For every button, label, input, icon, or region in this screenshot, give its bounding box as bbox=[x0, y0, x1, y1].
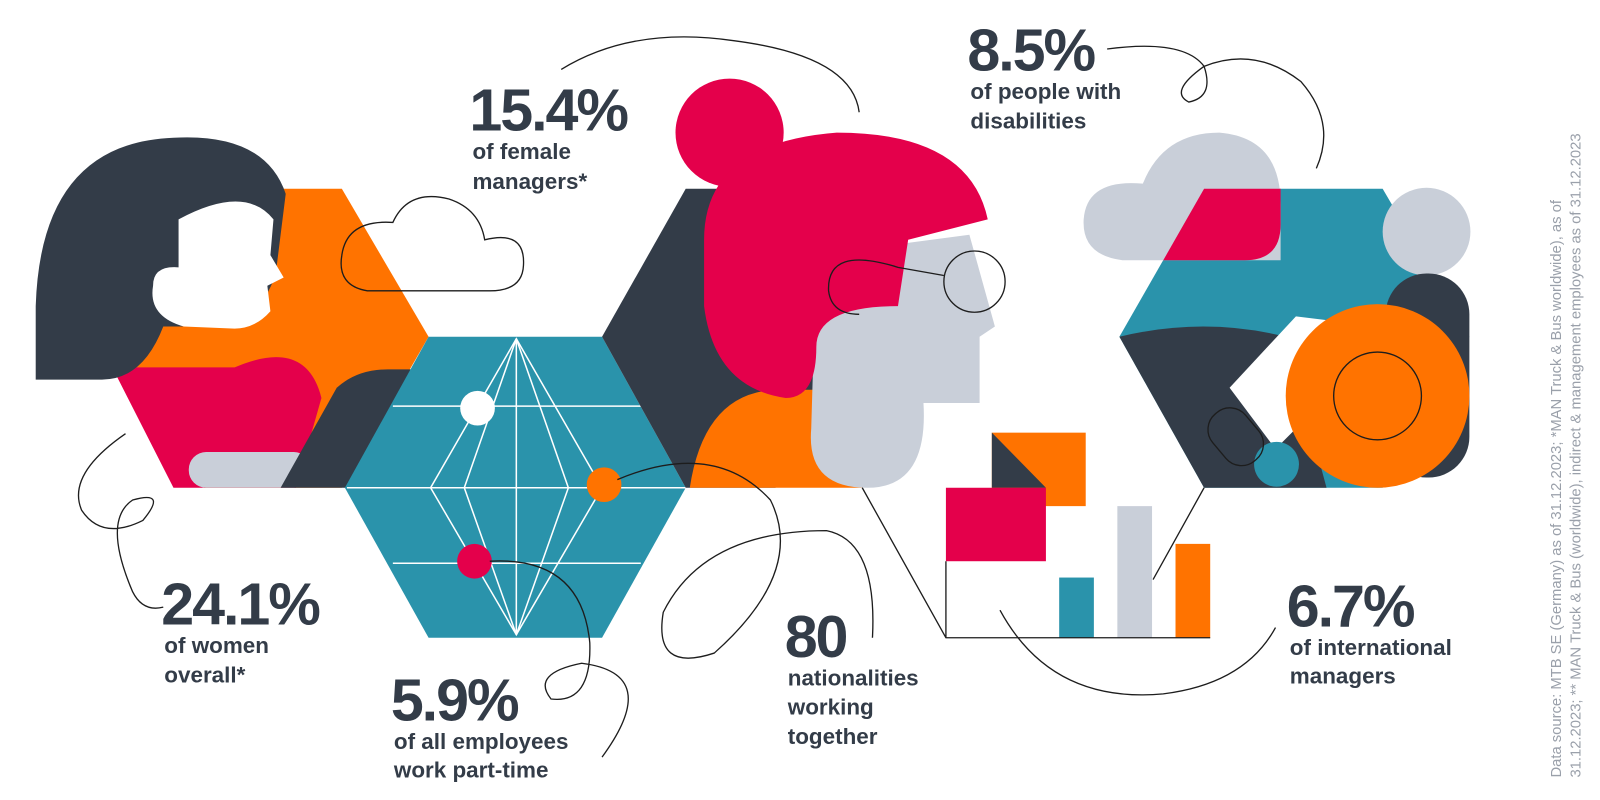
stat-label: of international bbox=[1290, 635, 1452, 660]
shoulder bbox=[188, 452, 312, 488]
dot bbox=[586, 467, 622, 503]
stat-figure: 5.9% bbox=[391, 666, 519, 733]
bar-shape bbox=[1175, 543, 1211, 638]
stat-label: together bbox=[788, 724, 878, 749]
cloud bbox=[340, 195, 525, 292]
curve bbox=[1107, 45, 1325, 169]
stat-figure: 6.7% bbox=[1287, 573, 1415, 640]
stat-label: of female bbox=[472, 139, 571, 164]
curve bbox=[489, 560, 629, 758]
flag bbox=[991, 432, 1046, 488]
dot bbox=[460, 390, 495, 426]
glasses bbox=[943, 250, 1006, 313]
curve bbox=[77, 433, 164, 609]
stat-label: of women bbox=[164, 633, 269, 658]
stat-label: of people with bbox=[970, 79, 1121, 104]
stat-label: managers* bbox=[472, 169, 587, 194]
flag bbox=[945, 487, 1046, 562]
stat-label: work part-time bbox=[393, 758, 549, 783]
stat-label: of all employees bbox=[394, 729, 569, 754]
curve bbox=[999, 487, 1277, 696]
stat-figure: 80 bbox=[785, 603, 847, 670]
wheel bbox=[1333, 351, 1423, 441]
hair bbox=[704, 132, 988, 398]
stat-label: overall* bbox=[164, 663, 245, 688]
dot bbox=[1254, 441, 1299, 487]
stat-label: disabilities bbox=[970, 109, 1086, 134]
stat-label: managers bbox=[1290, 664, 1396, 689]
outline bbox=[1207, 407, 1265, 467]
dot bbox=[457, 543, 492, 579]
stats: 15.4% of female managers* 8.5% of people… bbox=[161, 16, 1452, 782]
curve bbox=[617, 462, 874, 659]
face bbox=[152, 201, 284, 329]
stat-figure: 8.5% bbox=[967, 16, 1095, 83]
head bbox=[1382, 187, 1471, 276]
bar-shape bbox=[1059, 577, 1094, 638]
source-note: Data source: MTB SE (Germany) as of 31.1… bbox=[1549, 133, 1584, 777]
stat-figure: 24.1% bbox=[161, 570, 320, 637]
wheel bbox=[1285, 304, 1470, 488]
stat-figure: 15.4% bbox=[469, 77, 628, 144]
curve bbox=[560, 36, 860, 113]
illustration bbox=[35, 36, 1471, 758]
source-line: Data source: MTB SE (Germany) as of 31.1… bbox=[1549, 199, 1565, 777]
source-line: 31.12.2023; ** MAN Truck & Bus (worldwid… bbox=[1569, 133, 1585, 777]
glasses bbox=[827, 259, 944, 315]
bar-shape bbox=[1117, 506, 1153, 638]
stat-label: working bbox=[787, 694, 874, 719]
cap bbox=[1163, 188, 1281, 261]
line bbox=[861, 487, 1211, 639]
stat-label: nationalities bbox=[788, 666, 919, 691]
